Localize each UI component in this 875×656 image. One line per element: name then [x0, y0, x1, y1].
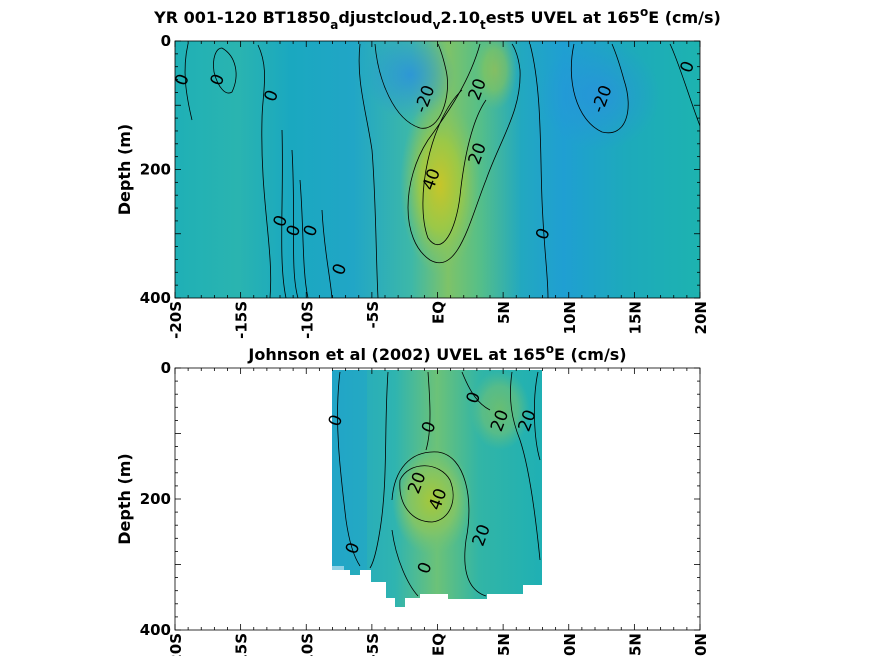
- top-contours: [184, 43, 700, 298]
- top-x-tick-label: -10S: [298, 301, 316, 339]
- bottom-x-tick-label: 20N: [692, 633, 710, 656]
- bottom-y-axis-label: Depth (m): [115, 453, 134, 545]
- bottom-y-tick-label: 0: [161, 359, 171, 377]
- bottom-chart-title: Johnson et al (2002) UVEL at 165oE (cm/s…: [247, 342, 626, 364]
- top-x-tick-label: -5S: [364, 301, 382, 328]
- top-x-tick-label: -20S: [167, 301, 185, 339]
- top-y-axis-label: Depth (m): [115, 124, 134, 216]
- bottom-contours: [337, 371, 541, 597]
- bottom-x-tick-label: EQ: [430, 633, 448, 656]
- top-y-tick-label: 200: [140, 161, 171, 179]
- top-x-tick-label: EQ: [430, 301, 448, 324]
- top-chart-title: YR 001-120 BT1850adjustcloudv2.10test5 U…: [153, 5, 721, 32]
- bottom-x-tick-label: 15N: [626, 633, 644, 656]
- bottom-ticks: -20S -15S -10S -5S EQ 5N 10N 15N 20N 0 200 400: [140, 359, 710, 656]
- bottom-x-tick-label: -15S: [233, 633, 251, 656]
- top-x-tick-label: 15N: [626, 301, 644, 334]
- top-x-tick-label: 20N: [692, 301, 710, 334]
- top-y-tick-label: 400: [140, 289, 171, 307]
- top-x-tick-label: -15S: [233, 301, 251, 339]
- top-x-tick-label: 5N: [495, 301, 513, 324]
- bottom-y-tick-label: 400: [140, 621, 171, 639]
- bottom-x-tick-label: 10N: [561, 633, 579, 656]
- top-x-tick-label: 10N: [561, 301, 579, 334]
- top-y-tick-label: 0: [161, 32, 171, 50]
- bottom-x-tick-label: -10S: [298, 633, 316, 656]
- bottom-y-tick-label: 200: [140, 490, 171, 508]
- bottom-x-tick-label: -20S: [167, 633, 185, 656]
- bottom-x-tick-label: -5S: [364, 633, 382, 656]
- top-ticks: -20S -15S -10S -5S EQ 5N 10N 15N 20N 0 200 400: [140, 32, 710, 339]
- bottom-x-tick-label: 5N: [495, 633, 513, 656]
